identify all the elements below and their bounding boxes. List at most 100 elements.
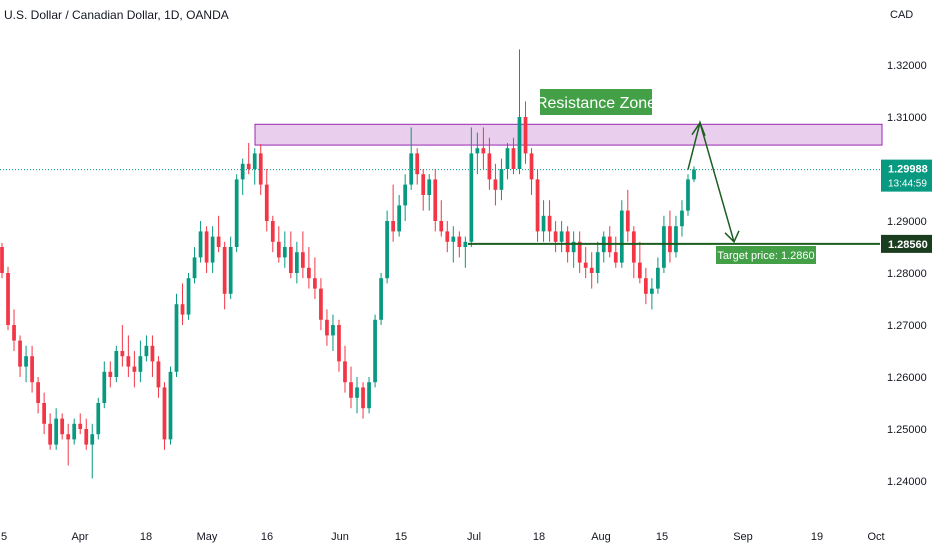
candle-body	[481, 148, 486, 154]
candle-body	[0, 247, 4, 273]
last-price-value: 1.29988	[888, 164, 928, 176]
candle	[258, 144, 263, 195]
candle	[601, 231, 606, 263]
last-price-tag	[881, 159, 932, 192]
candle-body	[240, 163, 245, 180]
candle	[619, 200, 624, 268]
candle	[270, 215, 275, 253]
candle	[301, 231, 305, 279]
candle-body	[258, 153, 263, 185]
candle	[355, 377, 359, 414]
candle	[132, 351, 137, 388]
candle-body	[523, 117, 528, 154]
candle	[210, 226, 215, 273]
candle-body	[499, 169, 504, 190]
target-label-box	[716, 246, 816, 264]
candle-body	[325, 319, 329, 336]
candle-body	[391, 221, 395, 232]
candle-body	[162, 387, 167, 440]
candle-body	[619, 210, 624, 263]
countdown-value: 13:44:59	[888, 179, 927, 190]
candle	[168, 366, 173, 445]
candle-body	[625, 210, 630, 232]
candle-body	[613, 252, 618, 263]
candle	[120, 325, 125, 367]
candle-body	[150, 345, 155, 362]
candle-body	[313, 278, 317, 289]
x-tick-label: 18	[140, 531, 152, 543]
candle-body	[66, 434, 71, 440]
candle-body	[24, 356, 28, 367]
candle	[553, 221, 558, 253]
candle-body	[12, 325, 16, 341]
candle-body	[18, 340, 22, 367]
candle	[96, 397, 101, 440]
candle	[72, 418, 77, 445]
candle	[144, 335, 149, 362]
x-tick-label: 16	[261, 531, 273, 543]
candle	[571, 231, 576, 268]
candle-body	[126, 356, 131, 367]
candle	[692, 166, 696, 182]
candle-body	[595, 252, 600, 273]
candle	[78, 413, 83, 435]
candle-body	[409, 153, 414, 185]
candle	[6, 266, 10, 331]
candle-body	[680, 210, 684, 227]
candle-body	[463, 241, 468, 247]
candle-body	[192, 257, 197, 279]
candle-body	[692, 169, 696, 180]
candle	[451, 226, 456, 263]
candle	[313, 257, 317, 299]
candle	[409, 127, 414, 190]
candle	[337, 319, 341, 372]
candle	[583, 247, 588, 279]
candle	[367, 377, 371, 414]
candle-body	[373, 319, 377, 383]
candle-body	[36, 382, 40, 403]
candle-body	[427, 179, 432, 195]
candle	[631, 226, 636, 279]
candle-body	[367, 382, 371, 409]
candle-body	[487, 153, 492, 180]
candle	[445, 221, 450, 253]
candle-body	[559, 231, 564, 242]
candle-body	[571, 241, 576, 253]
candle-body	[343, 361, 347, 383]
resistance-zone[interactable]	[254, 123, 883, 146]
candle	[523, 101, 528, 164]
candle	[481, 127, 486, 169]
x-tick-label: Aug	[591, 531, 611, 543]
candle-body	[174, 304, 179, 372]
candle-body	[282, 247, 287, 258]
candle	[138, 340, 143, 383]
candle	[264, 169, 269, 232]
candle	[487, 137, 492, 190]
candle	[463, 236, 468, 268]
candle	[397, 195, 402, 237]
candle-body	[643, 278, 648, 294]
candle	[162, 382, 167, 450]
candle-body	[668, 226, 672, 253]
candle	[60, 413, 65, 440]
chart-title: U.S. Dollar / Canadian Dollar, 1D, OANDA	[4, 8, 229, 22]
candle-body	[475, 148, 480, 154]
y-tick-label: 1.26000	[887, 372, 927, 384]
x-tick-label: Jun	[331, 531, 349, 543]
y-tick-label: 1.32000	[887, 60, 927, 72]
candle-body	[385, 221, 389, 279]
candle-body	[228, 247, 233, 294]
candle-body	[168, 371, 173, 440]
candle	[294, 241, 299, 284]
candle-body	[210, 236, 215, 263]
y-tick-label: 1.25000	[887, 424, 927, 436]
candle	[0, 242, 4, 279]
candle-body	[457, 236, 462, 247]
support-price-tag	[881, 234, 932, 253]
candle	[385, 210, 389, 284]
candle-body	[637, 262, 642, 279]
x-tick-label: 19	[811, 531, 823, 543]
candle	[517, 49, 522, 175]
